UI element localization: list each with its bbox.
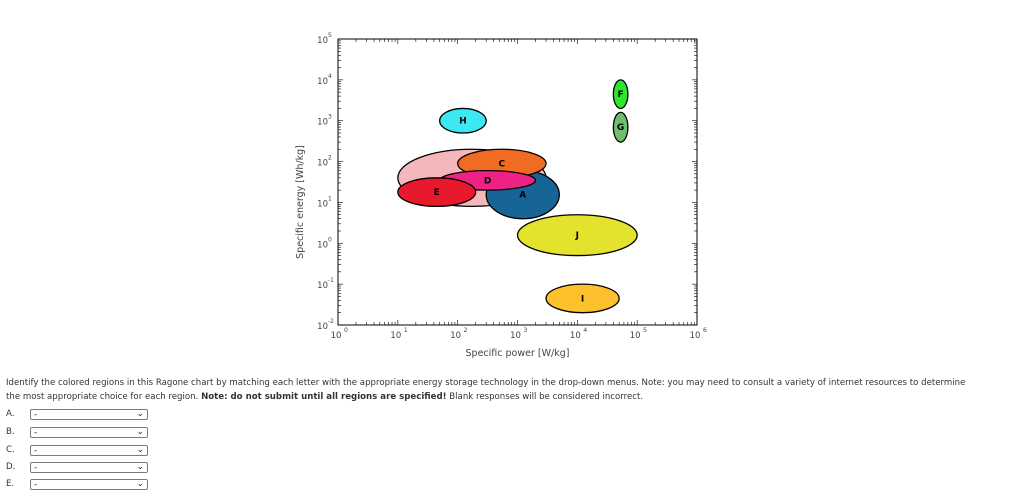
answer-row-a: A. - ⌄ [6, 407, 148, 421]
y-tick-label: 10 [317, 77, 328, 87]
y-tick-label: 10 [317, 240, 328, 250]
instructions-warning: Note: do not submit until all regions ar… [201, 391, 447, 402]
chevron-down-icon: ⌄ [136, 408, 144, 419]
chevron-down-icon: ⌄ [136, 426, 144, 437]
y-tick-exponent: 0 [328, 236, 332, 243]
region-i [545, 283, 620, 314]
answer-label: A. [6, 409, 15, 419]
region-h [439, 107, 487, 134]
y-tick-exponent: 5 [328, 32, 332, 39]
region-label-e: E [434, 188, 440, 198]
x-tick-exponent: 0 [344, 327, 348, 334]
instructions-text: Identify the colored regions in this Rag… [6, 377, 1018, 404]
region-label-a: A [519, 191, 526, 201]
x-tick-label: 10 [331, 331, 342, 341]
answer-dropdown-b[interactable]: - ⌄ [30, 426, 148, 438]
y-tick-label: 10 [317, 36, 328, 46]
y-axis-label: Specific energy [Wh/kg] [295, 145, 306, 259]
y-tick-exponent: 2 [328, 155, 332, 162]
y-tick-exponent: 3 [328, 114, 332, 121]
answer-label: B. [6, 427, 15, 437]
x-tick-label: 10 [510, 331, 521, 341]
x-tick-label: 10 [450, 331, 461, 341]
x-tick-exponent: 6 [703, 327, 707, 334]
x-tick-label: 10 [390, 331, 401, 341]
answer-label: D. [6, 462, 16, 472]
region-label-j: J [575, 231, 579, 241]
instructions-line-1: Identify the colored regions in this Rag… [6, 378, 966, 388]
y-tick-label: 10 [317, 159, 328, 169]
region-g [612, 111, 629, 143]
x-tick-exponent: 2 [464, 327, 468, 334]
ragone-chart: BACDEHJIFG10010110210310410510610-210-11… [295, 32, 707, 359]
answer-row-b: B. - ⌄ [6, 425, 148, 439]
x-tick-exponent: 5 [643, 327, 647, 334]
y-tick-label: 10 [317, 118, 328, 128]
x-axis-label: Specific power [W/kg] [466, 348, 570, 359]
y-tick-exponent: 4 [328, 73, 332, 80]
region-label-g: G [617, 123, 624, 133]
chevron-down-icon: ⌄ [136, 461, 144, 472]
x-tick-label: 10 [570, 331, 581, 341]
region-f [612, 79, 629, 110]
y-tick-exponent: -1 [328, 277, 334, 284]
answer-row-c: C. - ⌄ [6, 443, 148, 457]
y-tick-label: 10 [317, 199, 328, 209]
y-tick-exponent: -2 [328, 318, 334, 325]
region-e [397, 177, 477, 208]
region-label-c: C [499, 160, 506, 170]
y-tick-label: 10 [317, 281, 328, 291]
answer-row-d: D. - ⌄ [6, 460, 148, 474]
x-tick-label: 10 [690, 331, 701, 341]
answer-row-e: E. - ⌄ [6, 477, 148, 491]
answer-label: E. [6, 479, 15, 489]
region-label-f: F [618, 90, 624, 100]
answer-dropdown-c[interactable]: - ⌄ [30, 444, 148, 456]
chevron-down-icon: ⌄ [136, 444, 144, 455]
x-tick-exponent: 1 [404, 327, 408, 334]
instructions-line-2: the most appropriate choice for each reg… [6, 391, 644, 402]
x-tick-label: 10 [630, 331, 641, 341]
y-tick-exponent: 1 [328, 195, 332, 202]
answer-label: C. [6, 445, 15, 455]
answer-dropdown-d[interactable]: - ⌄ [30, 461, 148, 473]
x-tick-exponent: 3 [524, 327, 528, 334]
y-tick-label: 10 [317, 322, 328, 332]
region-label-h: H [459, 117, 467, 127]
region-label-i: I [581, 294, 584, 304]
region-label-d: D [484, 176, 491, 186]
x-tick-exponent: 4 [583, 327, 587, 334]
chevron-down-icon: ⌄ [136, 478, 144, 489]
answer-dropdown-a[interactable]: - ⌄ [30, 408, 148, 420]
region-j [516, 214, 638, 257]
